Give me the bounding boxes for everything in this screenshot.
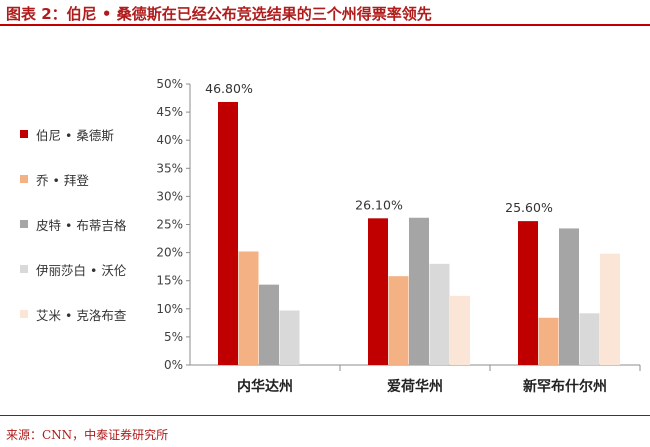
y-tick-label: 50% [156,77,183,91]
legend-item: 乔 • 拜登 [20,169,89,189]
x-tick-label: 内华达州 [237,378,293,395]
chart-title: 图表 2：伯尼 • 桑德斯在已经公布竞选结果的三个州得票率领先 [6,5,432,23]
x-tick-label: 新罕布什尔州 [523,378,607,395]
y-tick-label: 25% [156,218,183,232]
legend-swatch [20,175,28,183]
y-tick-label: 15% [156,274,183,288]
legend-item: 皮特 • 布蒂吉格 [20,214,126,234]
source-note: 来源：CNN，中泰证券研究所 [6,428,169,442]
bar [259,284,279,365]
data-label: 46.80% [205,81,253,96]
bar-chart: 0% 5% 10% 15% 20% 25% 30% 35% 40% 45% 50% 内华达州 爱荷华州 新… [156,77,641,395]
y-tick-label: 0% [164,358,183,372]
y-tick-label: 20% [156,246,183,260]
data-label: 25.60% [505,200,553,215]
y-tick-label: 40% [156,133,183,147]
legend-label: 皮特 • 布蒂吉格 [36,217,127,233]
bar [409,217,429,365]
legend-label: 艾米 • 克洛布查 [36,307,127,323]
x-tick-label: 爱荷华州 [387,378,443,395]
bar [238,251,259,365]
bar [279,310,300,365]
y-tick-label: 30% [156,189,183,203]
bar [450,295,470,365]
y-tick-label: 10% [156,302,183,316]
legend-swatch [20,265,28,273]
y-tick-label: 35% [156,161,183,175]
title-divider [0,24,650,26]
y-tick-label: 45% [156,105,183,119]
bar [579,313,600,365]
legend-swatch [20,130,28,138]
bar [538,317,559,365]
bar [368,218,388,365]
legend-item: 艾米 • 克洛布查 [20,304,126,324]
legend-item: 伯尼 • 桑德斯 [20,124,114,144]
y-tick-label: 5% [164,330,183,344]
data-label: 26.10% [355,197,403,212]
bar [559,228,579,365]
legend-swatch [20,310,28,318]
bar [429,263,450,365]
legend-item: 伊丽莎白 • 沃伦 [20,259,126,279]
legend-label: 乔 • 拜登 [36,172,89,188]
legend-label: 伊丽莎白 • 沃伦 [36,262,127,278]
source-divider [0,415,650,416]
bar [518,221,538,365]
legend-swatch [20,220,28,228]
bar [218,101,238,365]
legend-label: 伯尼 • 桑德斯 [36,127,114,143]
bar [388,276,409,365]
bar [600,253,620,365]
